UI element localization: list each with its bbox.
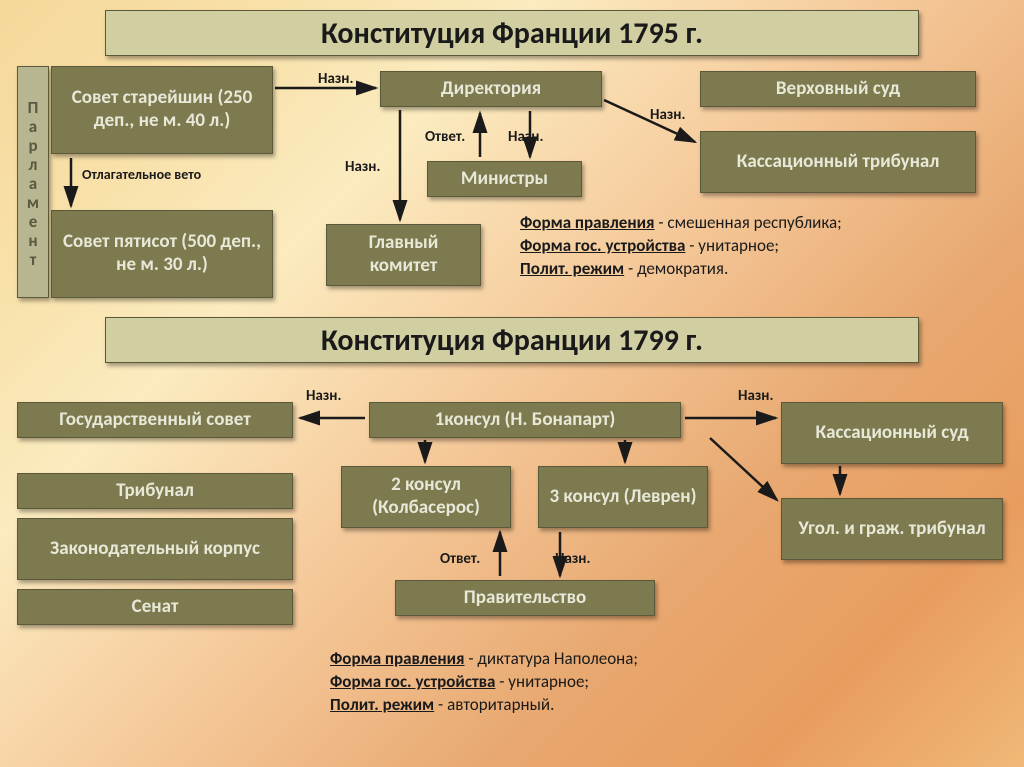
government: Правительство bbox=[395, 580, 655, 616]
senate: Сенат bbox=[17, 589, 293, 625]
consul-2: 2 консул (Колбасерос) bbox=[341, 466, 511, 528]
appoint-4: Назн. bbox=[650, 106, 685, 124]
summary-1799: Форма правления - диктатура Наполеона; Ф… bbox=[330, 648, 890, 717]
crim-civil-tribunal: Угол. и граж. трибунал bbox=[781, 498, 1003, 560]
council-elders: Совет старейшин (250 деп., не м. 40 л.) bbox=[51, 66, 273, 154]
tribunal-box: Трибунал bbox=[17, 473, 293, 509]
appoint-6: Назн. bbox=[738, 387, 773, 405]
parliament-label: Парламент bbox=[17, 66, 49, 298]
respond-2: Ответ. bbox=[440, 550, 480, 568]
council-500: Совет пятисот (500 деп., не м. 30 л.) bbox=[51, 210, 273, 298]
cassation-court: Кассационный суд bbox=[781, 402, 1003, 464]
title-1795: Конституция Франции 1795 г. bbox=[105, 10, 919, 56]
appoint-2: Назн. bbox=[345, 158, 380, 176]
supreme-court: Верховный суд bbox=[700, 71, 976, 107]
legislative-corps: Законодательный корпус bbox=[17, 518, 293, 580]
appoint-3: Назн. bbox=[508, 128, 543, 146]
appoint-5: Назн. bbox=[306, 387, 341, 405]
directory: Директория bbox=[380, 71, 602, 107]
main-committee: Главный комитет bbox=[326, 224, 481, 286]
appoint-1: Назн. bbox=[318, 70, 353, 88]
cassation-tribunal: Кассационный трибунал bbox=[700, 131, 976, 193]
veto-label: Отлагательное вето bbox=[82, 166, 201, 183]
state-council: Государственный совет bbox=[17, 402, 293, 438]
summary-1795: Форма правления - смешенная республика; … bbox=[520, 212, 980, 281]
respond-1: Ответ. bbox=[425, 128, 465, 146]
title-1799: Конституция Франции 1799 г. bbox=[105, 317, 919, 363]
consul-1: 1консул (Н. Бонапарт) bbox=[369, 402, 681, 438]
appoint-7: Назн. bbox=[555, 550, 590, 568]
ministers: Министры bbox=[427, 161, 582, 197]
consul-3: 3 консул (Леврен) bbox=[538, 466, 708, 528]
